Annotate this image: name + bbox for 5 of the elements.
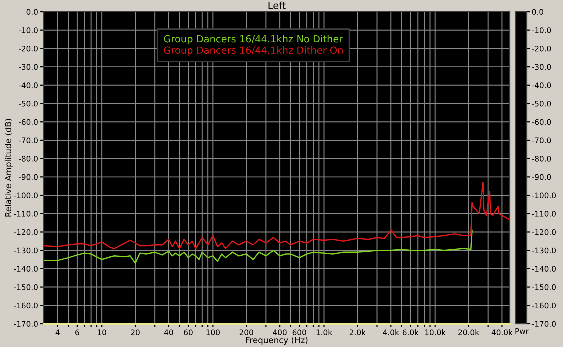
text: Group Dancers 16/44.1khz No Dither (164, 35, 344, 45)
chart-title: Left (268, 2, 286, 10)
text: Group Dancers 16/44.1khz Dither On (164, 46, 343, 56)
y-axis-title: Relative Amplitude (dB) (5, 119, 14, 217)
x-axis-title: Frequency (Hz) (246, 336, 308, 346)
